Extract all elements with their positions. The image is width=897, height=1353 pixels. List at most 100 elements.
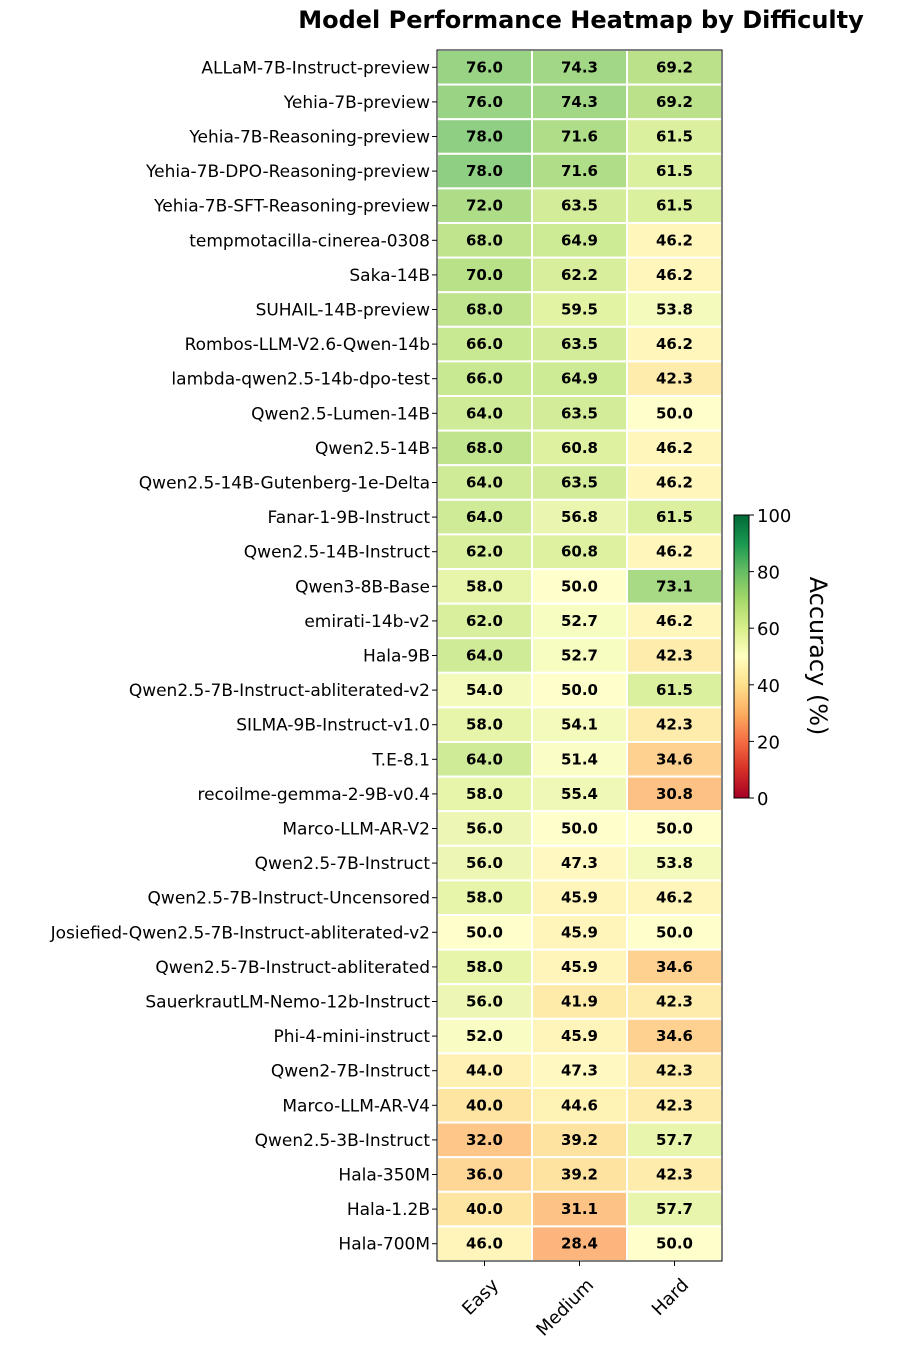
cell-value-label: 52.7 xyxy=(561,612,598,630)
heatmap-cell xyxy=(531,671,628,709)
heatmap-cell xyxy=(626,1190,723,1228)
y-tick-label: Fanar-1-9B-Instruct xyxy=(267,508,430,528)
heatmap-cell xyxy=(626,775,723,813)
heatmap-cell xyxy=(626,498,723,536)
y-tick-label: Qwen2.5-14B xyxy=(315,439,430,459)
heatmap-cell xyxy=(436,568,533,605)
colorbar-ticks: 0 20 40 60 80 100 xyxy=(749,506,791,810)
cell-value-label: 78.0 xyxy=(466,162,503,180)
cell-value-label: 76.0 xyxy=(466,93,503,111)
cell-value-label: 57.7 xyxy=(656,1131,693,1149)
cell-value-label: 64.9 xyxy=(561,370,598,388)
heatmap-cell xyxy=(531,222,628,259)
heatmap-cell xyxy=(436,775,533,813)
cell-value-label: 40.0 xyxy=(466,1096,503,1114)
heatmap-cell xyxy=(531,118,628,155)
heatmap-cell xyxy=(626,83,723,121)
cell-value-label: 71.6 xyxy=(561,128,598,146)
heatmap-cell xyxy=(531,602,628,640)
cell-value-label: 42.3 xyxy=(656,647,693,665)
cell-value-label: 46.2 xyxy=(656,335,693,353)
cell-value-label: 56.0 xyxy=(466,854,503,872)
heatmap-cell xyxy=(531,706,628,744)
heatmap-cell xyxy=(436,1052,533,1090)
colorbar-tick-label: 100 xyxy=(757,506,791,527)
colorbar-gradient xyxy=(733,514,750,799)
cell-value-label: 31.1 xyxy=(561,1200,598,1218)
cell-value-label: 69.2 xyxy=(656,93,693,111)
cell-value-label: 40.0 xyxy=(466,1200,503,1218)
y-tick-label: Yehia-7B-SFT-Reasoning-preview xyxy=(153,197,430,217)
cell-value-label: 47.3 xyxy=(561,854,598,872)
heatmap-cell xyxy=(626,637,723,674)
cell-value-label: 61.5 xyxy=(656,681,693,699)
cell-value-label: 53.8 xyxy=(656,301,693,319)
heatmap-cell xyxy=(436,395,533,432)
cell-value-label: 66.0 xyxy=(466,335,503,353)
heatmap-cell xyxy=(531,187,628,224)
colorbar-tick-label: 80 xyxy=(757,563,780,584)
heatmap-cell xyxy=(531,810,628,847)
heatmap-cell xyxy=(626,844,723,882)
cell-value-label: 46.0 xyxy=(466,1235,503,1253)
heatmap-cell xyxy=(436,741,533,778)
x-tick-label: Easy xyxy=(458,1274,503,1319)
cell-value-label: 50.0 xyxy=(561,681,598,699)
cell-value-label: 64.0 xyxy=(466,750,503,768)
y-tick-label: Qwen3-8B-Base xyxy=(295,577,430,597)
cell-value-label: 39.2 xyxy=(561,1131,598,1149)
cell-value-label: 74.3 xyxy=(561,93,598,111)
cell-value-label: 70.0 xyxy=(466,266,503,284)
heatmap-cell xyxy=(531,637,628,674)
y-tick-label: Hala-1.2B xyxy=(347,1200,430,1220)
cell-value-label: 61.5 xyxy=(656,197,693,215)
x-tick-label: Hard xyxy=(648,1275,693,1320)
y-tick-label: SUHAIL-14B-preview xyxy=(256,301,431,321)
cell-value-label: 56.0 xyxy=(466,993,503,1011)
cell-value-label: 47.3 xyxy=(561,1062,598,1080)
cell-value-label: 34.6 xyxy=(656,750,693,768)
heatmap-cell xyxy=(531,879,628,917)
cell-value-label: 63.5 xyxy=(561,474,598,492)
y-tick-label: SILMA-9B-Instruct-v1.0 xyxy=(236,716,430,736)
y-tick-label: Yehia-7B-DPO-Reasoning-preview xyxy=(145,162,430,182)
cell-value-label: 44.0 xyxy=(466,1062,503,1080)
heatmap-cell xyxy=(626,152,723,190)
cell-value-label: 46.2 xyxy=(656,543,693,561)
cell-value-label: 60.8 xyxy=(561,439,598,457)
cell-value-label: 53.8 xyxy=(656,854,693,872)
heatmap-cell xyxy=(626,568,723,605)
heatmap-cell xyxy=(436,291,533,328)
heatmap-cell xyxy=(626,914,723,951)
cell-value-label: 63.5 xyxy=(561,197,598,215)
cell-value-label: 45.9 xyxy=(561,1027,598,1045)
colorbar-tick-label: 60 xyxy=(757,619,780,640)
y-tick-label: Saka-14B xyxy=(349,266,430,286)
cell-value-label: 51.4 xyxy=(561,750,598,768)
heatmap-cell xyxy=(626,1156,723,1193)
cell-value-label: 46.2 xyxy=(656,231,693,249)
heatmap-cells: 76.0 74.3 69.2 76.0 74.3 69.2 78.0 71.6 61.5 78.0… xyxy=(436,49,723,1263)
cell-value-label: 46.2 xyxy=(656,889,693,907)
cell-value-label: 58.0 xyxy=(466,716,503,734)
chart-title: Model Performance Heatmap by Difficulty xyxy=(298,6,864,34)
cell-value-label: 54.0 xyxy=(466,681,503,699)
cell-value-label: 34.6 xyxy=(656,1027,693,1045)
cell-value-label: 61.5 xyxy=(656,508,693,526)
cell-value-label: 50.0 xyxy=(656,820,693,838)
cell-value-label: 50.0 xyxy=(466,923,503,941)
cell-value-label: 50.0 xyxy=(656,923,693,941)
heatmap-cell xyxy=(531,291,628,328)
heatmap-cell xyxy=(436,256,533,294)
plot-frame xyxy=(436,49,723,1262)
heatmap-cell xyxy=(436,671,533,709)
heatmap-cell xyxy=(531,1156,628,1193)
cell-value-label: 32.0 xyxy=(466,1131,503,1149)
cell-value-label: 42.3 xyxy=(656,993,693,1011)
heatmap-cell xyxy=(436,602,533,640)
y-tick-label: Hala-350M xyxy=(338,1166,430,1186)
cell-value-label: 58.0 xyxy=(466,958,503,976)
cell-value-label: 73.1 xyxy=(656,577,693,595)
heatmap-cell xyxy=(531,360,628,397)
